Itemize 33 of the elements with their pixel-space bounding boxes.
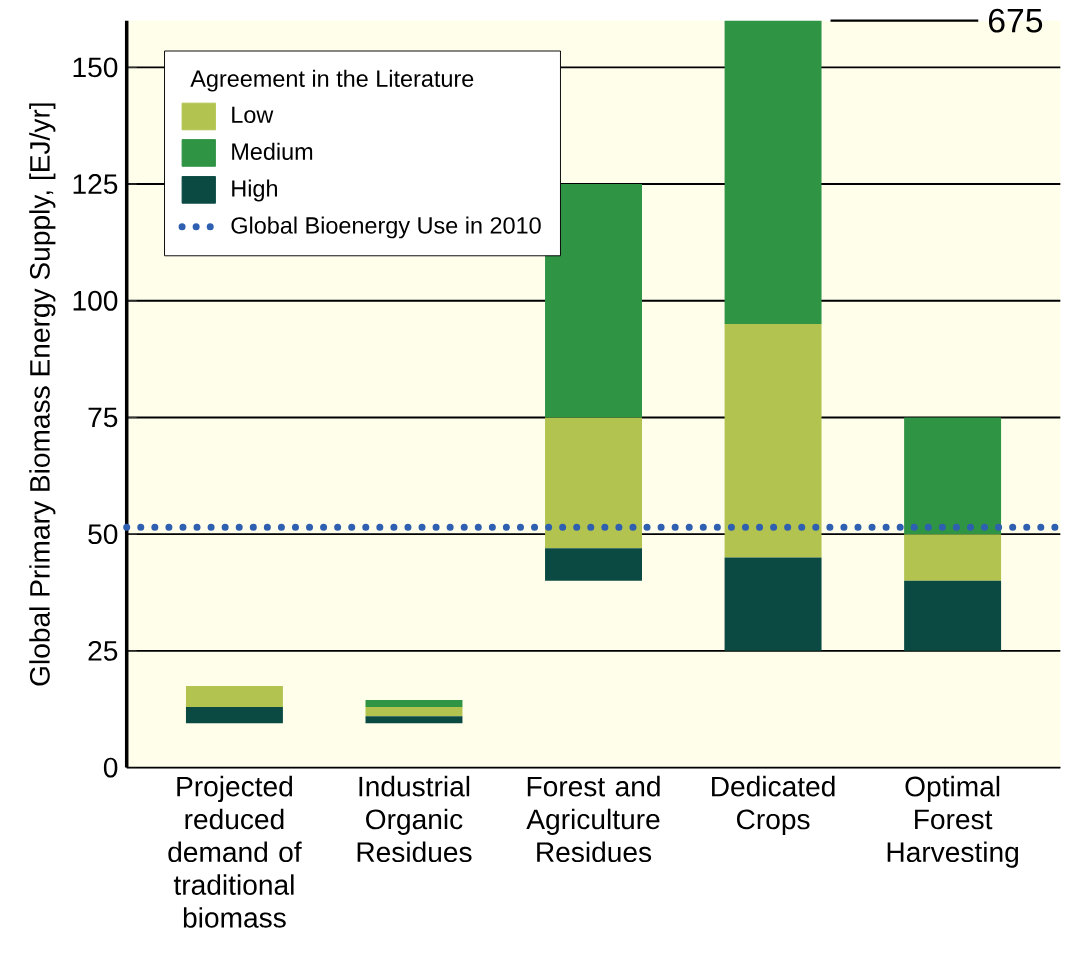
bar <box>185 706 283 724</box>
y-tick-label: 125 <box>73 174 118 195</box>
x-tick-label: Industrial Organic Residues <box>357 775 472 863</box>
bar <box>904 580 1002 651</box>
bar <box>365 706 463 717</box>
bar <box>545 184 642 418</box>
bar <box>724 557 822 651</box>
bar <box>545 417 642 549</box>
y-tick-label: 50 <box>88 524 118 545</box>
y-tick-label: 100 <box>73 290 118 311</box>
legend-label: Low <box>232 106 274 124</box>
x-tick-label: Optimal Forest Harvesting <box>887 775 1018 868</box>
x-tick-label: Forest and Agriculture Residues <box>526 775 660 863</box>
legend-title: Agreement in the Literature <box>190 69 474 92</box>
bar <box>904 534 1002 581</box>
y-tick-label: 25 <box>88 640 118 661</box>
annotation: 675 <box>988 8 1043 33</box>
bar <box>185 685 283 707</box>
y-axis-title: Global Primary Biomass Energy Supply, [EJ/yr] <box>29 103 56 686</box>
bar <box>365 716 463 724</box>
legend-label: High <box>232 179 277 202</box>
bar <box>904 417 1002 535</box>
legend-label: Global Bioenergy Use in 2010 <box>231 216 541 239</box>
bar <box>724 324 822 558</box>
bar <box>724 20 822 325</box>
y-tick-label: 75 <box>88 407 118 428</box>
x-tick-label: Projected reduced demand of traditional biomass <box>168 775 302 928</box>
legend-label: Medium <box>232 142 313 160</box>
x-tick-label: Dedicated Crops <box>712 775 835 835</box>
y-tick-label: 0 <box>103 757 118 778</box>
bar <box>365 699 463 707</box>
y-tick-label: 150 <box>73 57 118 78</box>
bar <box>545 548 642 581</box>
